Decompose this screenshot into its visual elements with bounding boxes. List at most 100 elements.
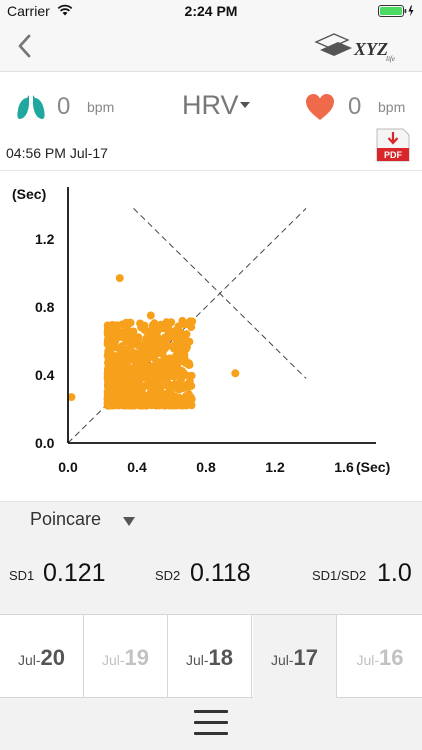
data-point bbox=[116, 347, 125, 355]
data-point bbox=[127, 390, 136, 399]
sd1-label: SD1 bbox=[9, 568, 35, 583]
data-point bbox=[103, 366, 112, 375]
data-point bbox=[147, 349, 156, 358]
x-tick-label: 1.6 bbox=[334, 459, 354, 475]
x-axis-label: (Sec) bbox=[356, 459, 390, 475]
x-tick-label: 0.8 bbox=[196, 459, 216, 475]
brand-subtitle: life bbox=[386, 55, 395, 63]
data-point bbox=[184, 360, 193, 369]
data-point bbox=[156, 382, 165, 391]
status-bar: Carrier 2:24 PM bbox=[0, 0, 422, 22]
plot-type-label: Poincare bbox=[30, 509, 102, 529]
data-point bbox=[165, 332, 174, 341]
data-point bbox=[160, 354, 169, 363]
data-point bbox=[150, 394, 159, 403]
metric-label: HRV bbox=[182, 90, 239, 120]
plot-type-dropdown[interactable]: Poincare bbox=[30, 507, 150, 533]
brand-logo: XYZ life bbox=[314, 33, 395, 63]
data-point bbox=[105, 381, 114, 390]
y-axis-label: (Sec) bbox=[12, 186, 46, 202]
heart-icon bbox=[306, 94, 334, 120]
data-point bbox=[116, 382, 125, 391]
caret-down-icon bbox=[240, 102, 250, 108]
data-point bbox=[184, 319, 193, 327]
data-point bbox=[170, 372, 179, 381]
x-tick-label: 0.0 bbox=[58, 459, 78, 475]
data-point bbox=[109, 343, 118, 352]
pdf-label: PDF bbox=[384, 150, 403, 160]
data-point bbox=[109, 399, 118, 408]
date-tab[interactable]: Jul-20 bbox=[0, 615, 84, 699]
lungs-icon bbox=[17, 95, 45, 119]
data-point bbox=[105, 352, 114, 361]
respiration-unit: bpm bbox=[87, 99, 115, 115]
data-point bbox=[183, 380, 192, 389]
hamburger-menu-icon[interactable] bbox=[194, 710, 228, 736]
data-point bbox=[166, 358, 175, 367]
bottom-toolbar bbox=[0, 698, 422, 750]
data-point bbox=[161, 344, 169, 353]
heart-rate-unit: bpm bbox=[378, 99, 406, 115]
data-point bbox=[129, 336, 138, 345]
vitals-row: 0 bpm HRV 0 bpm bbox=[0, 80, 422, 136]
date-day: 19 bbox=[124, 645, 150, 670]
perpendicular-line bbox=[133, 208, 307, 379]
date-tab[interactable]: Jul-16 bbox=[338, 615, 422, 699]
date-month: Jul- bbox=[270, 652, 294, 668]
data-point bbox=[174, 348, 183, 357]
data-point bbox=[148, 327, 157, 336]
date-month: Jul- bbox=[101, 652, 125, 668]
x-tick-label: 1.2 bbox=[265, 459, 285, 475]
date-month: Jul- bbox=[185, 652, 209, 668]
navigation-bar: XYZ life bbox=[0, 22, 422, 72]
analysis-panel: Poincare SD1 0.121 SD2 0.118 SD1/SD2 1.0 bbox=[0, 502, 422, 614]
data-point bbox=[115, 274, 124, 283]
data-point bbox=[142, 365, 151, 374]
data-point bbox=[125, 352, 134, 361]
data-point bbox=[136, 319, 145, 328]
data-point bbox=[178, 367, 186, 375]
caret-down-icon bbox=[123, 517, 135, 526]
date-tab[interactable]: Jul-18 bbox=[168, 615, 252, 699]
data-point bbox=[138, 401, 147, 410]
data-point bbox=[129, 401, 138, 409]
date-day: 20 bbox=[40, 645, 66, 670]
data-point bbox=[121, 366, 130, 375]
data-point bbox=[153, 374, 162, 383]
pdf-export-icon[interactable]: PDF bbox=[376, 127, 410, 163]
data-point bbox=[135, 355, 144, 364]
data-point bbox=[106, 389, 115, 398]
clock: 2:24 PM bbox=[184, 3, 238, 19]
data-point bbox=[120, 395, 129, 404]
data-point bbox=[128, 328, 137, 337]
data-point bbox=[162, 396, 171, 405]
back-arrow-icon[interactable] bbox=[14, 33, 36, 59]
record-timestamp: 04:56 PM Jul-17 bbox=[6, 145, 108, 161]
chart-panel: 0.0 0.4 0.8 1.2 0.0 0.4 0.8 1.2 1.6 (Sec) (Sec) bbox=[0, 170, 422, 502]
data-point bbox=[148, 321, 157, 330]
battery-icon bbox=[378, 5, 414, 17]
date-tab[interactable]: Jul-19 bbox=[84, 615, 168, 699]
date-tab[interactable]: Jul-17 bbox=[253, 615, 337, 699]
date-day: 17 bbox=[293, 645, 319, 670]
data-point bbox=[138, 341, 147, 350]
data-point bbox=[136, 384, 145, 393]
data-point bbox=[104, 326, 113, 335]
data-point bbox=[116, 360, 125, 369]
data-point bbox=[113, 321, 122, 330]
data-point bbox=[161, 324, 169, 332]
data-point bbox=[164, 382, 173, 390]
date-selector: Jul-20 Jul-19 Jul-18 Jul-17 Jul-16 bbox=[0, 614, 422, 699]
y-tick-label: 0.8 bbox=[35, 299, 55, 315]
y-tick-label: 1.2 bbox=[35, 231, 55, 247]
metric-dropdown[interactable]: HRV bbox=[182, 90, 262, 124]
data-point bbox=[185, 399, 194, 408]
sd2-value: 0.118 bbox=[190, 559, 251, 587]
data-point bbox=[187, 371, 196, 380]
data-point bbox=[231, 369, 240, 378]
data-point bbox=[149, 382, 158, 391]
date-day: 16 bbox=[379, 645, 404, 670]
heart-rate-value: 0 bbox=[348, 93, 362, 120]
date-month: Jul- bbox=[17, 652, 41, 668]
data-point bbox=[174, 356, 183, 365]
